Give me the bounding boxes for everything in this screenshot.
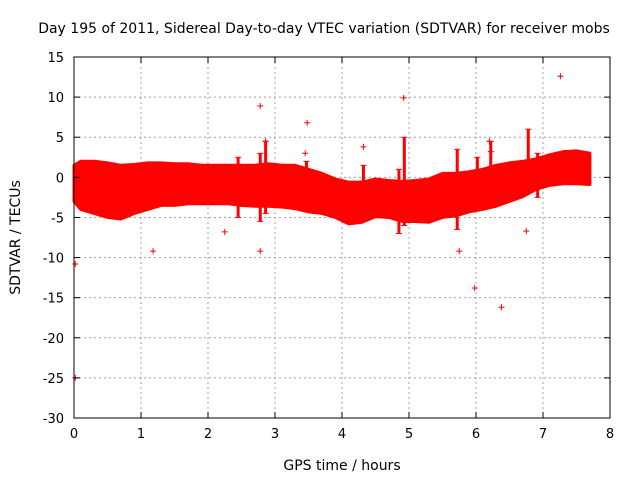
chart-title: Day 195 of 2011, Sidereal Day-to-day VTE…	[38, 21, 610, 37]
y-tick-label: -25	[43, 372, 64, 387]
data-point	[257, 248, 264, 255]
data-point	[302, 150, 309, 157]
x-tick-label: 3	[271, 427, 279, 442]
data-point	[72, 260, 79, 267]
x-tick-label: 2	[204, 427, 212, 442]
data-point	[400, 94, 407, 101]
data-point	[150, 248, 157, 255]
data-band	[72, 149, 592, 226]
y-tick-label: 5	[56, 131, 64, 146]
y-tick-label: 15	[47, 51, 64, 66]
y-axis-title: SDTVAR / TECUs	[8, 180, 24, 295]
x-tick-label: 5	[405, 427, 413, 442]
y-tick-label: -20	[43, 332, 64, 347]
data-point	[557, 73, 564, 80]
x-tick-label: 8	[606, 427, 614, 442]
data-point	[221, 228, 228, 235]
y-tick-label: 0	[56, 171, 64, 186]
data-point	[471, 285, 478, 292]
data-band-area	[72, 149, 592, 226]
x-tick-label: 4	[338, 427, 346, 442]
data-point	[523, 228, 530, 235]
data-point	[304, 119, 311, 126]
data-point	[498, 304, 505, 311]
y-tick-label: -10	[43, 252, 64, 267]
x-axis-title: GPS time / hours	[283, 458, 400, 474]
x-tick-label: 7	[539, 427, 547, 442]
data-point	[262, 138, 269, 145]
data-spikes	[235, 128, 541, 234]
y-tick-label: 10	[47, 91, 64, 106]
data-point	[257, 102, 264, 109]
y-tick-label: -5	[51, 211, 64, 226]
grid-lines	[74, 57, 610, 418]
data-point	[584, 178, 591, 185]
data-point	[487, 148, 494, 155]
axis-ticks: 0 1 2 3 4 5 6 7 8 -30 -25 -20 -15 -10 -5 0 5 10 15	[43, 51, 614, 442]
x-tick-label: 0	[70, 427, 78, 442]
y-tick-label: -30	[43, 412, 64, 427]
outlier-points	[72, 73, 591, 381]
data-point	[360, 143, 367, 150]
data-point	[486, 138, 493, 145]
x-tick-label: 1	[137, 427, 145, 442]
y-tick-label: -15	[43, 292, 64, 307]
x-tick-label: 6	[472, 427, 480, 442]
data-point	[456, 248, 463, 255]
